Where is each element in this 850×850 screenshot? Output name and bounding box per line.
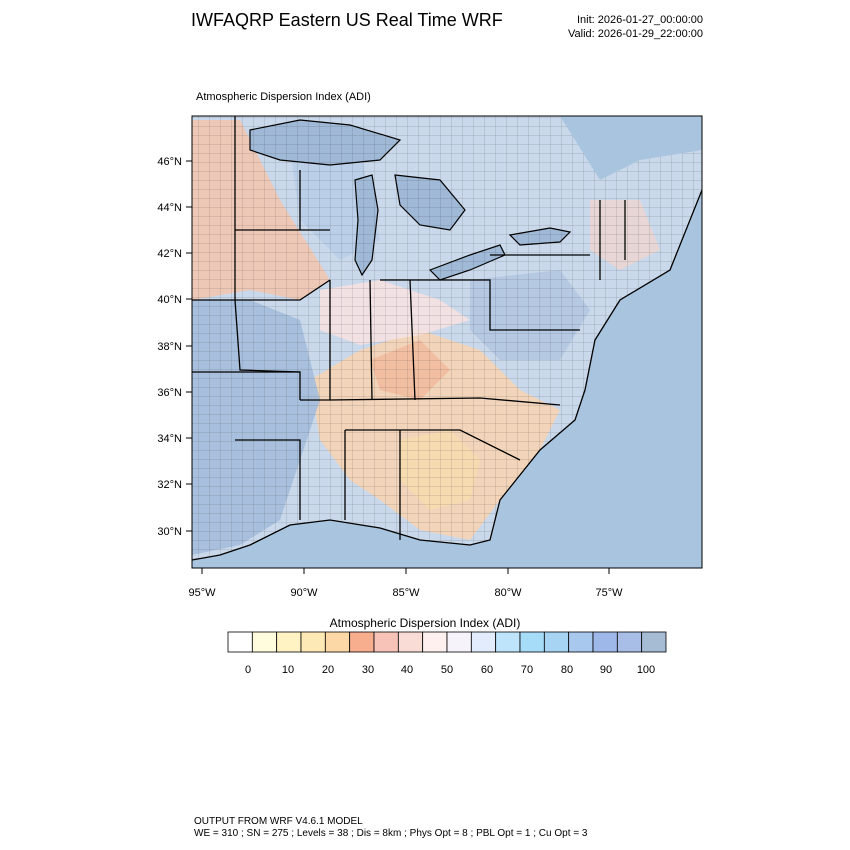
lon-tick-label: 95°W (188, 587, 216, 599)
colorbar-swatch (276, 631, 302, 653)
colorbar-swatch (543, 631, 570, 653)
colorbar-swatch (592, 631, 618, 653)
lat-tick-label: 38°N (157, 341, 182, 353)
lat-tick-label: 40°N (157, 294, 182, 306)
map-field (192, 116, 702, 568)
colorbar-swatch (470, 631, 497, 653)
county-boundaries (192, 116, 702, 560)
colorbar-swatch (397, 631, 424, 653)
lat-tick-label: 36°N (157, 387, 182, 399)
colorbar-swatch (349, 631, 375, 653)
colorbar-labels: 0 10 20 30 40 50 60 70 80 90 100 (245, 664, 655, 676)
colorbar-label: 50 (441, 664, 453, 676)
colorbar-swatch (227, 631, 253, 653)
longitude-ticks: 95°W 90°W 85°W 80°W 75°W (188, 568, 623, 599)
lon-tick-label: 75°W (595, 587, 623, 599)
lat-tick-label: 32°N (157, 479, 182, 491)
lon-tick-label: 90°W (290, 587, 318, 599)
lon-tick-label: 85°W (392, 587, 420, 599)
colorbar-label: 100 (637, 664, 655, 676)
colorbar-swatch (568, 631, 594, 653)
colorbar-swatch (373, 631, 399, 653)
colorbar-swatch (300, 631, 326, 653)
colorbar (227, 631, 667, 653)
model-info-line-2: WE = 310 ; SN = 275 ; Levels = 38 ; Dis … (194, 828, 588, 839)
state-boundaries (192, 116, 626, 540)
colorbar-label: 90 (600, 664, 612, 676)
map-plot: 46°N 44°N 42°N 40°N 38°N 36°N 34°N 32°N 30°N 95°… (157, 115, 703, 676)
colorbar-label: 20 (322, 664, 334, 676)
init-time: Init: 2026-01-27_00:00:00 (577, 14, 703, 26)
map-frame (191, 115, 703, 569)
colorbar-label: 80 (561, 664, 573, 676)
colorbar-swatch (616, 631, 643, 653)
valid-time: Valid: 2026-01-29_22:00:00 (568, 28, 703, 40)
colorbar-title: Atmospheric Dispersion Index (ADI) (329, 616, 521, 630)
plot-title: Atmospheric Dispersion Index (ADI) (196, 91, 371, 103)
colorbar-swatch (251, 631, 278, 653)
main-title: IWFAQRP Eastern US Real Time WRF (191, 10, 503, 30)
lat-tick-label: 30°N (157, 526, 182, 538)
latitude-ticks: 46°N 44°N 42°N 40°N 38°N 36°N 34°N 32°N 30°N (157, 156, 192, 538)
colorbar-swatch (324, 631, 351, 653)
colorbar-label: 30 (362, 664, 374, 676)
colorbar-label: 0 (245, 664, 251, 676)
colorbar-swatch (495, 631, 521, 653)
colorbar-label: 40 (401, 664, 413, 676)
colorbar-swatch (422, 631, 448, 653)
lat-tick-label: 44°N (157, 202, 182, 214)
lat-tick-label: 46°N (157, 156, 182, 168)
colorbar-swatch (641, 631, 667, 653)
model-info-line-1: OUTPUT FROM WRF V4.6.1 MODEL (194, 816, 363, 827)
colorbar-label: 60 (481, 664, 493, 676)
coastline (192, 189, 702, 561)
colorbar-label: 10 (282, 664, 294, 676)
lat-tick-label: 34°N (157, 433, 182, 445)
colorbar-label: 70 (521, 664, 533, 676)
lat-tick-label: 42°N (157, 248, 182, 260)
colorbar-swatch (519, 631, 545, 653)
colorbar-swatch (446, 631, 472, 653)
lon-tick-label: 80°W (494, 587, 522, 599)
